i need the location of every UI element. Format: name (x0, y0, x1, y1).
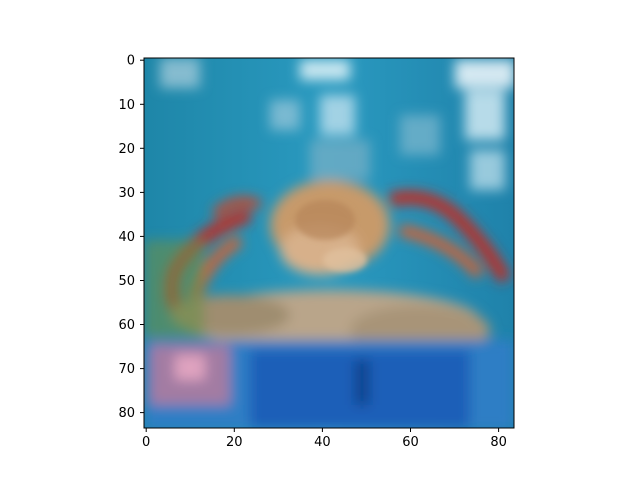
plot-frame (143, 57, 515, 429)
x-tick-label: 40 (314, 435, 331, 450)
y-tick-label: 0 (127, 54, 135, 69)
y-tick-label: 30 (118, 186, 135, 201)
y-axis: 0 10 20 30 40 50 60 70 80 (118, 54, 144, 421)
x-tick-label: 0 (142, 435, 150, 450)
x-tick-label: 80 (490, 435, 507, 450)
y-tick-label: 10 (118, 98, 135, 113)
x-tick-label: 60 (402, 435, 419, 450)
x-axis: 0 20 40 60 80 (142, 428, 507, 450)
y-tick-label: 20 (118, 142, 135, 157)
y-tick-label: 40 (118, 230, 135, 245)
y-tick-label: 60 (118, 318, 135, 333)
y-tick-label: 70 (118, 362, 135, 377)
crab-aquarium-photo (144, 58, 514, 428)
y-tick-label: 80 (118, 406, 135, 421)
x-tick-label: 20 (226, 435, 243, 450)
y-tick-label: 50 (118, 274, 135, 289)
